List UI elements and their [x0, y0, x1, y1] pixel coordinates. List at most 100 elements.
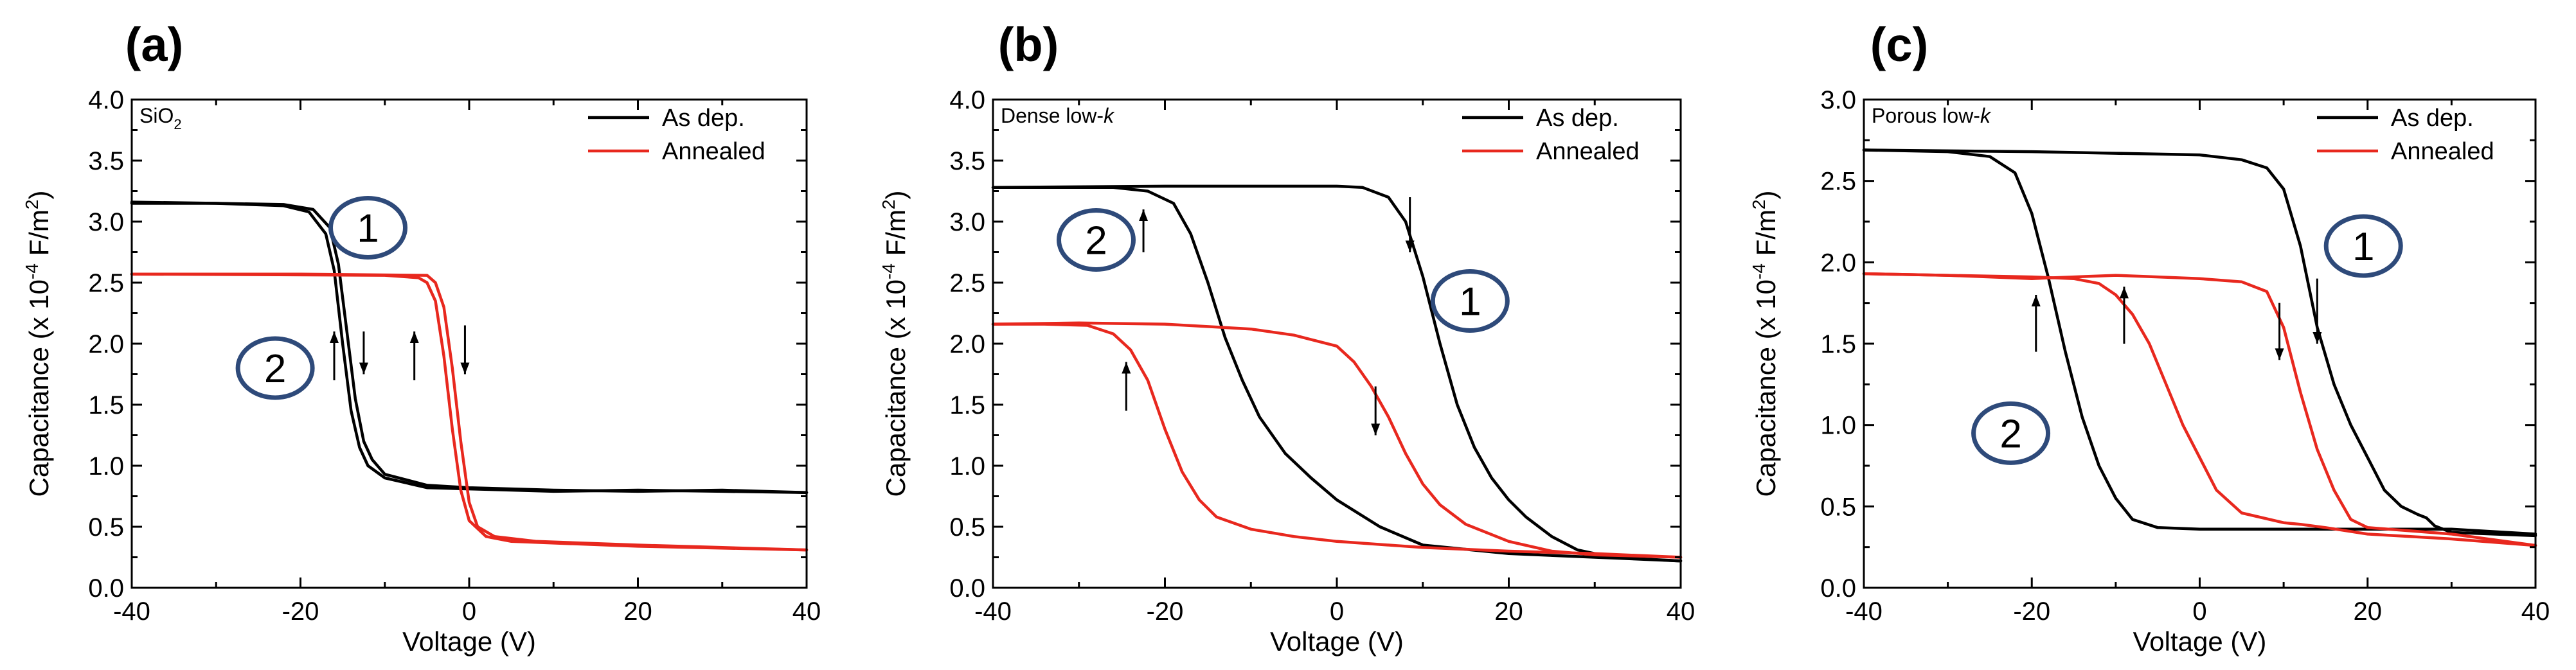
legend-label: As dep. — [2391, 105, 2474, 132]
x-tick-label: -20 — [2013, 597, 2050, 626]
x-tick-label: -40 — [974, 597, 1012, 626]
legend-label: As dep. — [1536, 105, 1619, 132]
as-dep-curve-down — [130, 202, 809, 495]
x-tick-label: 0 — [1330, 597, 1344, 626]
material-label: Porous low-k — [1872, 104, 1992, 127]
y-axis-label-ylabel-unit-exp: 2 — [22, 200, 42, 210]
y-tick-label: 2.5 — [1820, 168, 1856, 196]
y-tick-label: 1.5 — [1820, 330, 1856, 358]
y-tick-label: 3.5 — [88, 147, 124, 175]
sweep-marker-circle — [328, 196, 407, 260]
y-axis-label-ylabel-unit: F/m — [24, 209, 54, 263]
chart-panel-b: (b) -40 -20 0 20 40 0.0 0.5 1.0 1.5 2.0 2.5 3.0 3.5 4.… — [879, 18, 1695, 657]
x-tick-label: -40 — [113, 597, 150, 626]
y-axis-label: Capacitance (x 10-4 F/m2) — [22, 191, 54, 497]
y-axis-label-ylabel-exp: -4 — [1749, 263, 1769, 279]
material-label-subscript: 2 — [174, 116, 181, 132]
as-dep-curve-up — [130, 200, 809, 495]
material-label-text: SiO — [139, 104, 174, 127]
sweep-direction-arrowhead — [2119, 287, 2129, 299]
material-label-italic: k — [1104, 104, 1115, 127]
annealed-curve-up — [991, 322, 1683, 559]
sweep-direction-arrowhead — [330, 331, 339, 343]
x-axis-label: Voltage (V) — [2133, 626, 2267, 657]
panel-label: (b) — [998, 18, 1059, 71]
x-tick-label: 40 — [1667, 597, 1695, 626]
y-axis-label-ylabel: Capacitance (x 10 — [881, 279, 911, 497]
legend-label: Annealed — [2391, 138, 2494, 165]
material-label-text: Dense low- — [1001, 104, 1104, 127]
sweep-marker-number: 2 — [264, 347, 286, 391]
y-tick-label: 3.0 — [1820, 86, 1856, 114]
sweep-direction-arrowhead — [1122, 362, 1131, 374]
x-axis-label: Voltage (V) — [1270, 626, 1404, 657]
legend-label: Annealed — [1536, 138, 1640, 165]
material-label-italic: k — [1980, 104, 1992, 127]
chart-panel-c: (c) -40 -20 0 20 40 0.0 0.5 1.0 1.5 2.0 2.5 3.0 Volta… — [1749, 18, 2550, 657]
x-tick-label: 20 — [1494, 597, 1523, 626]
sweep-marker-number: 2 — [1999, 412, 2021, 456]
x-tick-label: 0 — [462, 597, 476, 626]
y-tick-label: 0.0 — [949, 574, 985, 603]
as-dep-curve-down — [991, 184, 1683, 563]
x-tick-label: -20 — [282, 597, 319, 626]
y-axis-label-ylabel-exp: -4 — [22, 263, 42, 279]
x-axis-label: Voltage (V) — [402, 626, 536, 657]
sweep-direction-arrowhead — [2312, 332, 2322, 344]
annealed-curve-up — [1862, 272, 2537, 547]
sweep-marker-circle — [1057, 208, 1136, 272]
sweep-direction-arrowhead — [2275, 348, 2284, 360]
as-dep-curve-up — [1862, 148, 2537, 536]
sweep-marker-circle — [2323, 214, 2403, 278]
material-label-text: Porous low- — [1872, 104, 1980, 127]
sweep-marker-circle — [235, 336, 315, 400]
y-tick-label: 2.0 — [949, 330, 985, 358]
chart-panel-a: (a) -40 -20 0 20 40 0.0 0.5 1.0 1.5 2.0 2.5 3.0 3.5 4.… — [22, 18, 821, 657]
x-tick-label: -20 — [1147, 597, 1184, 626]
x-tick-label: 20 — [2354, 597, 2383, 626]
y-axis-label-ylabel: Capacitance (x 10 — [24, 279, 54, 497]
x-tick-label: 0 — [2192, 597, 2206, 626]
y-tick-label: 0.0 — [1820, 574, 1856, 603]
sweep-marker-number: 1 — [357, 207, 379, 251]
sweep-direction-arrowhead — [1405, 240, 1415, 252]
y-axis-label-ylabel-unit: F/m — [1751, 209, 1781, 263]
x-tick-label: -40 — [1845, 597, 1883, 626]
y-tick-label: 3.0 — [88, 208, 124, 236]
x-tick-label: 40 — [792, 597, 821, 626]
y-tick-label: 2.0 — [1820, 249, 1856, 277]
y-axis-label-ylabel: Capacitance (x 10 — [1751, 279, 1781, 497]
y-tick-label: 4.0 — [88, 86, 124, 114]
y-axis-label-ylabel-unit: F/m — [881, 209, 911, 263]
plot-frame — [1863, 98, 2537, 589]
as-dep-curve-down — [1862, 148, 2537, 538]
x-tick-label: 40 — [2521, 597, 2550, 626]
y-tick-label: 1.5 — [88, 391, 124, 419]
y-tick-label: 0.5 — [88, 513, 124, 542]
y-axis-label: Capacitance (x 10-4 F/m2) — [1749, 191, 1781, 497]
panel-label: (c) — [1870, 18, 1928, 71]
sweep-direction-arrowhead — [1371, 423, 1381, 436]
y-tick-label: 4.0 — [949, 86, 985, 114]
y-tick-label: 0.5 — [949, 513, 985, 542]
annealed-curve-down — [1862, 272, 2537, 547]
y-tick-label: 2.5 — [949, 269, 985, 297]
legend-label: Annealed — [662, 138, 765, 165]
y-axis-label-ylabel-unit-exp: 2 — [1749, 200, 1769, 210]
annealed-curve-up — [130, 272, 809, 552]
y-tick-label: 1.0 — [1820, 412, 1856, 440]
y-tick-label: 2.5 — [88, 269, 124, 297]
material-label: Dense low-k — [1001, 104, 1115, 127]
y-axis-label-ylabel-close: ) — [1751, 191, 1781, 200]
legend-label: As dep. — [662, 105, 745, 132]
sweep-direction-arrowhead — [460, 362, 470, 375]
y-axis-label-ylabel-close: ) — [24, 191, 54, 200]
annealed-curve-down — [130, 272, 809, 552]
sweep-direction-arrowhead — [2031, 295, 2041, 306]
panel-label: (a) — [125, 18, 183, 71]
sweep-marker-number: 2 — [1085, 219, 1107, 263]
y-axis-label: Capacitance (x 10-4 F/m2) — [879, 191, 911, 497]
sweep-direction-arrowhead — [409, 331, 419, 343]
y-tick-label: 2.0 — [88, 330, 124, 358]
